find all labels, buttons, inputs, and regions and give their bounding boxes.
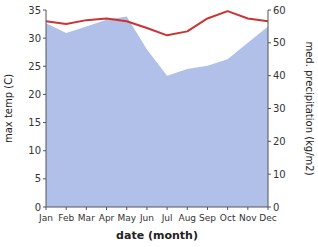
y-tick-label: 35 xyxy=(28,5,41,16)
x-tick xyxy=(227,207,228,210)
x-tick xyxy=(247,207,248,210)
y2-tick-label: 10 xyxy=(273,169,286,180)
y-tick xyxy=(43,66,46,67)
y-tick-label: 15 xyxy=(28,117,41,128)
y-tick xyxy=(43,10,46,11)
y2-tick xyxy=(268,108,271,109)
x-tick xyxy=(66,207,67,210)
left-axis-line xyxy=(46,10,47,207)
x-tick-label: Jan xyxy=(38,213,53,223)
x-tick-label: Sep xyxy=(199,213,216,223)
x-tick-label: Mar xyxy=(78,213,95,223)
temperature-line xyxy=(46,11,268,35)
y-tick-label: 5 xyxy=(35,173,41,184)
x-tick-label: Feb xyxy=(58,213,74,223)
x-tick-label: Jun xyxy=(139,213,154,223)
y-tick-label: 30 xyxy=(28,33,41,44)
y-tick-label: 10 xyxy=(28,145,41,156)
bottom-axis-line xyxy=(46,207,268,208)
y2-axis-label: med. precipitation (kg/m2) xyxy=(304,41,315,175)
y2-tick-label: 50 xyxy=(273,37,286,48)
x-tick xyxy=(146,207,147,210)
y2-tick xyxy=(268,141,271,142)
y2-tick xyxy=(268,42,271,43)
x-tick-label: Oct xyxy=(220,213,236,223)
x-tick-label: Dec xyxy=(259,213,276,223)
y-tick xyxy=(43,94,46,95)
x-tick xyxy=(106,207,107,210)
y-axis-label: max temp (C) xyxy=(3,74,14,143)
y2-tick-label: 40 xyxy=(273,70,286,81)
y2-tick-label: 0 xyxy=(273,202,279,213)
x-tick-label: Nov xyxy=(239,213,257,223)
x-tick xyxy=(167,207,168,210)
chart: 0 5 10 15 20 25 30 35 0 10 20 30 40 50 60 Jan Feb Mar AprM… xyxy=(0,0,318,247)
y-tick xyxy=(43,178,46,179)
x-tick xyxy=(268,207,269,210)
x-tick xyxy=(86,207,87,210)
x-tick-label: May xyxy=(117,213,136,223)
x-tick-label: Jul xyxy=(161,213,173,223)
y2-tick xyxy=(268,174,271,175)
y-tick xyxy=(43,38,46,39)
x-tick xyxy=(46,207,47,210)
chart-container: 0 5 10 15 20 25 30 35 0 10 20 30 40 50 60 Jan Feb Mar AprM… xyxy=(0,0,318,247)
y2-tick xyxy=(268,75,271,76)
x-tick-label: Apr xyxy=(99,213,115,223)
y2-tick-label: 20 xyxy=(273,136,286,147)
y2-tick-label: 30 xyxy=(273,103,286,114)
plot-area xyxy=(46,11,268,207)
y-tick-label: 20 xyxy=(28,89,41,100)
y2-tick-label: 60 xyxy=(273,5,286,16)
x-tick xyxy=(126,207,127,210)
x-axis-label: date (month) xyxy=(116,229,198,242)
y-tick xyxy=(43,122,46,123)
y-tick xyxy=(43,150,46,151)
precipitation-area xyxy=(46,17,268,207)
y-tick-label: 0 xyxy=(35,202,41,213)
x-tick xyxy=(187,207,188,210)
y-tick-label: 25 xyxy=(28,61,41,72)
y2-tick xyxy=(268,10,271,11)
x-tick xyxy=(207,207,208,210)
x-tick-label: Aug xyxy=(178,213,196,223)
